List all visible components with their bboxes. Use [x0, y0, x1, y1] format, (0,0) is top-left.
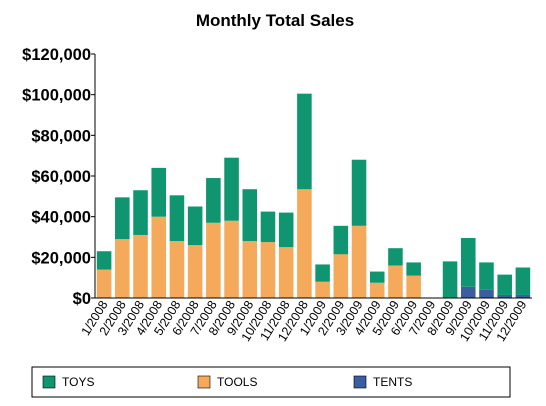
bar-tools-3/2009: [351, 225, 367, 298]
bar-toys-4/2008: [151, 167, 167, 217]
y-tick-label: $60,000: [31, 168, 91, 186]
bar-toys-10/2009: [479, 262, 494, 290]
bar-toys-3/2008: [133, 190, 148, 235]
bar-tools-5/2008: [169, 241, 185, 298]
bar-tools-6/2009: [406, 275, 421, 298]
bar-toys-9/2009: [460, 238, 476, 287]
y-tick-label: $40,000: [31, 209, 91, 227]
bar-tools-9/2008: [242, 241, 258, 298]
bar-tents-10/2009: [479, 289, 494, 298]
legend: TOYS TOOLS TENTS: [31, 366, 511, 398]
y-axis-ticks: $0 $20,000 $40,000 $60,000 $80,000 $100,000 $1…: [22, 46, 96, 308]
bar-toys-9/2008: [242, 189, 258, 242]
legend-label-toys: TOYS: [62, 375, 94, 389]
bar-tools-4/2009: [369, 282, 385, 298]
legend-label-tools: TOOLS: [217, 375, 257, 389]
legend-swatch-toys: [42, 375, 56, 389]
bar-toys-5/2009: [388, 248, 403, 266]
legend-swatch-tents: [353, 375, 367, 389]
bar-toys-6/2009: [406, 262, 421, 276]
chart-title: Monthly Total Sales: [196, 11, 354, 30]
bar-tools-2/2008: [115, 239, 130, 298]
x-axis-ticks: 1/20082/20083/20084/20085/20086/20087/20…: [79, 298, 530, 344]
bar-tools-7/2008: [206, 222, 221, 298]
bar-tools-11/2008: [278, 247, 294, 298]
bar-toys-2/2009: [333, 225, 349, 255]
bar-toys-3/2009: [351, 159, 367, 226]
y-tick-label: $0: [73, 290, 91, 308]
bar-toys-11/2008: [278, 212, 294, 248]
legend-swatch-tools: [197, 375, 211, 389]
bar-tools-3/2008: [133, 234, 148, 298]
bar-tools-1/2009: [315, 281, 330, 298]
bar-tools-1/2008: [96, 269, 112, 298]
bar-tools-4/2008: [151, 216, 167, 298]
bar-toys-5/2008: [169, 195, 185, 242]
bar-toys-1/2009: [315, 264, 330, 282]
bar-toys-11/2009: [497, 274, 512, 295]
bars: [95, 93, 532, 299]
bar-tools-5/2009: [388, 265, 403, 298]
bar-toys-6/2008: [187, 206, 203, 246]
legend-label-tents: TENTS: [373, 375, 412, 389]
bar-toys-12/2009: [515, 267, 531, 295]
bar-toys-12/2008: [297, 93, 312, 190]
bar-tools-2/2009: [333, 254, 349, 298]
y-tick-label: $80,000: [31, 127, 91, 145]
y-tick-label: $120,000: [22, 46, 91, 64]
bar-toys-10/2008: [260, 211, 276, 243]
bar-tents-12/2009: [515, 294, 531, 298]
y-tick-label: $100,000: [22, 87, 91, 105]
bar-toys-4/2009: [369, 271, 385, 283]
bar-toys-2/2008: [115, 197, 130, 240]
y-tick-label: $20,000: [31, 249, 91, 267]
bar-tools-6/2008: [187, 245, 203, 298]
bar-toys-1/2008: [96, 251, 112, 270]
bar-tents-11/2009: [497, 294, 512, 298]
bar-tools-10/2008: [260, 242, 276, 298]
bar-tools-8/2008: [224, 220, 239, 298]
bar-tools-12/2008: [297, 189, 312, 298]
bar-toys-7/2008: [206, 178, 221, 223]
legend-box: [31, 366, 511, 398]
bar-toys-8/2008: [224, 157, 239, 221]
bar-tents-9/2009: [460, 286, 476, 298]
bar-toys-8/2009: [442, 261, 458, 298]
